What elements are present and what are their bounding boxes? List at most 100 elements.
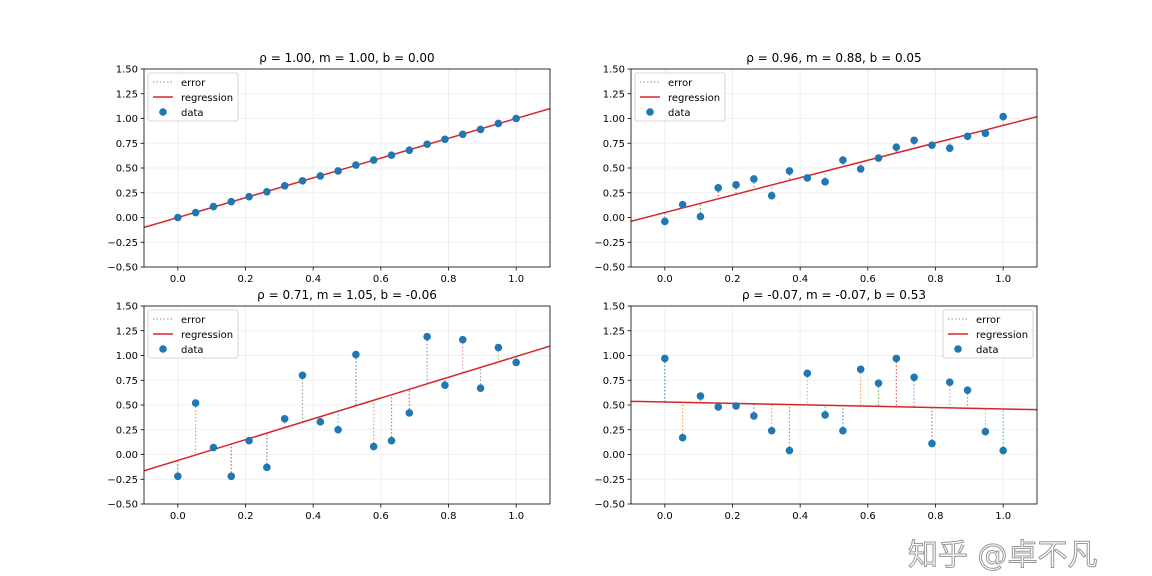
data-point bbox=[494, 119, 503, 128]
data-point bbox=[405, 146, 414, 154]
y-tick-label: −0.50 bbox=[107, 500, 138, 511]
data-point bbox=[227, 197, 236, 206]
legend-label-error: error bbox=[976, 315, 1001, 326]
legend-label-error: error bbox=[181, 78, 206, 89]
data-point bbox=[839, 426, 847, 435]
data-point bbox=[856, 165, 865, 173]
axes-frame bbox=[143, 68, 551, 268]
data-point bbox=[334, 425, 342, 434]
legend-box bbox=[147, 72, 239, 122]
data-point bbox=[512, 114, 520, 123]
legend-label-regression: regression bbox=[181, 330, 233, 341]
legend-label-regression: regression bbox=[181, 93, 233, 104]
data-point bbox=[856, 365, 865, 374]
data-point bbox=[874, 154, 883, 162]
data-point bbox=[209, 202, 218, 211]
y-tick-label: −0.25 bbox=[107, 475, 138, 486]
data-point bbox=[678, 200, 687, 209]
data-point bbox=[696, 212, 705, 221]
legend-label-data: data bbox=[976, 345, 999, 356]
legend-label-data: data bbox=[181, 108, 204, 119]
data-point bbox=[458, 335, 467, 344]
y-tick-label: 0.50 bbox=[603, 401, 625, 412]
x-tick-label: 0.2 bbox=[238, 511, 254, 522]
legend: error regression data bbox=[147, 309, 239, 359]
y-tick-label: 0.75 bbox=[603, 376, 625, 387]
regression-line bbox=[631, 400, 1037, 411]
data-point bbox=[981, 427, 990, 436]
data-point bbox=[316, 172, 325, 180]
data-point bbox=[892, 143, 901, 152]
data-point bbox=[714, 403, 723, 411]
data-point bbox=[245, 436, 253, 445]
data-point bbox=[678, 433, 687, 442]
x-tick-label: 1.0 bbox=[508, 274, 524, 285]
y-tick-label: 1.50 bbox=[603, 65, 625, 76]
x-tick-label: 0.8 bbox=[441, 511, 457, 522]
data-point bbox=[191, 208, 200, 217]
x-tick-label: 0.6 bbox=[860, 274, 876, 285]
data-point bbox=[910, 373, 918, 382]
subplot-1: 0.0 0.2 0.4 0.6 0.8 1.0 −0.50 −0.25 0.00 0.25 0.50… bbox=[107, 51, 551, 285]
y-tick-label: 1.00 bbox=[116, 114, 138, 125]
y-tick-label: 0.50 bbox=[116, 164, 138, 175]
plot-area bbox=[144, 332, 550, 481]
legend-label-error: error bbox=[668, 78, 693, 89]
y-tick-label: 1.50 bbox=[116, 302, 138, 313]
x-tick-label: 0.4 bbox=[792, 511, 808, 522]
y-tick-label: −0.50 bbox=[594, 500, 625, 511]
legend-data-swatch bbox=[159, 108, 167, 116]
data-point bbox=[369, 156, 378, 164]
x-tick-label: 1.0 bbox=[995, 511, 1011, 522]
legend-label-regression: regression bbox=[668, 93, 720, 104]
y-tick-label: 1.25 bbox=[116, 326, 138, 337]
data-point bbox=[661, 217, 669, 226]
x-tick-label: 0.8 bbox=[441, 274, 457, 285]
data-point bbox=[910, 136, 918, 145]
data-point bbox=[191, 399, 200, 407]
data-point bbox=[945, 144, 954, 152]
legend-box bbox=[634, 72, 726, 122]
legend-label-regression: regression bbox=[976, 330, 1028, 341]
y-tick-label: −0.25 bbox=[594, 238, 625, 249]
data-point bbox=[423, 140, 431, 149]
data-point bbox=[316, 418, 325, 426]
x-tick-label: 0.8 bbox=[928, 511, 944, 522]
data-point bbox=[945, 378, 954, 387]
data-point bbox=[963, 386, 972, 394]
data-point bbox=[423, 332, 431, 341]
y-tick-label: 1.00 bbox=[603, 114, 625, 125]
y-tick-label: −0.25 bbox=[107, 238, 138, 249]
regression-line bbox=[631, 115, 1037, 222]
data-point bbox=[280, 415, 289, 423]
legend: error regression data bbox=[147, 72, 239, 122]
data-point bbox=[280, 182, 289, 190]
data-point bbox=[999, 112, 1007, 121]
subplot-title: ρ = -0.07, m = -0.07, b = 0.53 bbox=[742, 288, 926, 302]
data-point bbox=[441, 135, 449, 144]
y-tick-label: 0.25 bbox=[116, 188, 138, 199]
data-point bbox=[803, 369, 812, 378]
data-point bbox=[369, 442, 378, 451]
data-point bbox=[405, 409, 414, 417]
data-point bbox=[174, 213, 182, 222]
data-point bbox=[334, 167, 342, 175]
legend-data-swatch bbox=[159, 345, 167, 353]
x-tick-label: 0.0 bbox=[657, 511, 673, 522]
data-point bbox=[928, 439, 936, 448]
subplot-title: ρ = 0.71, m = 1.05, b = -0.06 bbox=[257, 288, 437, 302]
x-tick-label: 0.2 bbox=[725, 274, 741, 285]
y-tick-label: 0.50 bbox=[116, 401, 138, 412]
data-point bbox=[803, 174, 812, 182]
data-point bbox=[476, 384, 485, 392]
data-point bbox=[785, 446, 794, 455]
x-tick-label: 0.4 bbox=[305, 274, 321, 285]
x-tick-label: 0.2 bbox=[725, 511, 741, 522]
data-point bbox=[476, 125, 485, 134]
y-tick-label: 1.25 bbox=[603, 89, 625, 100]
plot-area bbox=[144, 107, 550, 229]
x-tick-label: 1.0 bbox=[995, 274, 1011, 285]
data-point bbox=[227, 472, 236, 481]
x-tick-label: 1.0 bbox=[508, 511, 524, 522]
legend-data-swatch bbox=[954, 345, 962, 353]
